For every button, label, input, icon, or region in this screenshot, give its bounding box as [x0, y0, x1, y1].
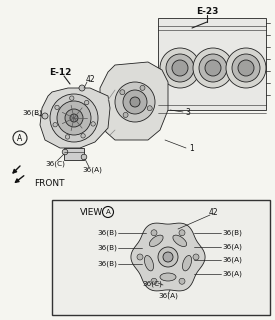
- Text: 36(A): 36(A): [222, 271, 242, 277]
- Ellipse shape: [160, 273, 176, 281]
- Circle shape: [238, 60, 254, 76]
- Circle shape: [172, 60, 188, 76]
- Circle shape: [130, 97, 140, 107]
- Bar: [52, 200, 270, 315]
- Circle shape: [158, 247, 178, 267]
- Circle shape: [232, 54, 260, 82]
- Circle shape: [79, 85, 85, 91]
- Text: A: A: [17, 133, 23, 142]
- Circle shape: [147, 106, 152, 111]
- Ellipse shape: [173, 235, 187, 246]
- Text: E-12: E-12: [49, 68, 71, 76]
- Circle shape: [137, 254, 143, 260]
- Circle shape: [179, 230, 185, 236]
- Circle shape: [166, 54, 194, 82]
- Text: A: A: [106, 209, 110, 215]
- Polygon shape: [100, 62, 168, 140]
- Text: 3: 3: [186, 108, 190, 116]
- Circle shape: [91, 122, 95, 126]
- Circle shape: [57, 101, 91, 135]
- Text: 36(C): 36(C): [142, 281, 162, 287]
- Circle shape: [151, 230, 157, 236]
- Text: 36(B): 36(B): [222, 230, 242, 236]
- Ellipse shape: [149, 235, 163, 246]
- Circle shape: [123, 90, 147, 114]
- Bar: [158, 18, 266, 110]
- Text: 42: 42: [208, 207, 218, 217]
- Circle shape: [140, 85, 145, 90]
- Text: 36(B): 36(B): [97, 245, 117, 251]
- Polygon shape: [40, 88, 110, 148]
- Circle shape: [55, 105, 59, 110]
- Text: E-23: E-23: [196, 6, 218, 15]
- Text: 36(B): 36(B): [22, 110, 42, 116]
- Text: 36(A): 36(A): [222, 244, 242, 250]
- Circle shape: [120, 90, 125, 95]
- Text: 36(B): 36(B): [97, 230, 117, 236]
- Text: 36(B): 36(B): [97, 261, 117, 267]
- Circle shape: [81, 154, 87, 160]
- Circle shape: [65, 109, 83, 127]
- Text: 36(C): 36(C): [45, 161, 65, 167]
- Text: FRONT: FRONT: [34, 179, 65, 188]
- Text: VIEW: VIEW: [80, 207, 103, 217]
- Circle shape: [199, 54, 227, 82]
- Circle shape: [50, 94, 98, 142]
- Text: 36(A): 36(A): [222, 257, 242, 263]
- Text: 1: 1: [190, 143, 194, 153]
- Circle shape: [65, 135, 70, 139]
- Text: 36(A): 36(A): [82, 167, 102, 173]
- Ellipse shape: [183, 255, 192, 271]
- Circle shape: [70, 96, 74, 100]
- Polygon shape: [131, 223, 205, 291]
- Text: 36(A): 36(A): [158, 293, 178, 299]
- Circle shape: [151, 278, 157, 284]
- Circle shape: [123, 112, 128, 117]
- Circle shape: [115, 82, 155, 122]
- Bar: [64, 148, 84, 160]
- Circle shape: [53, 123, 57, 127]
- Text: 42: 42: [85, 75, 95, 84]
- Ellipse shape: [144, 255, 153, 271]
- Circle shape: [84, 100, 89, 105]
- Circle shape: [163, 252, 173, 262]
- Circle shape: [62, 149, 68, 155]
- Circle shape: [42, 113, 48, 119]
- Circle shape: [70, 114, 78, 122]
- Circle shape: [81, 134, 85, 138]
- Circle shape: [226, 48, 266, 88]
- Circle shape: [160, 48, 200, 88]
- Circle shape: [179, 278, 185, 284]
- Circle shape: [205, 60, 221, 76]
- Circle shape: [193, 48, 233, 88]
- Circle shape: [193, 254, 199, 260]
